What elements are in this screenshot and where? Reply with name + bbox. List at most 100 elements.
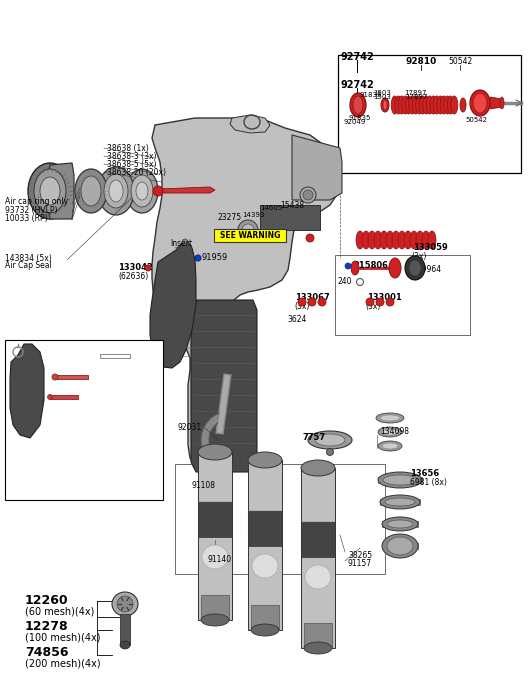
Text: (3x): (3x) [365, 302, 381, 310]
Circle shape [153, 186, 163, 196]
Ellipse shape [362, 231, 370, 249]
Text: 91140: 91140 [208, 555, 232, 564]
Text: 3624: 3624 [287, 315, 307, 324]
Text: 50542: 50542 [465, 117, 487, 123]
Ellipse shape [351, 261, 359, 275]
Ellipse shape [416, 231, 424, 249]
Text: (3x): (3x) [294, 302, 310, 310]
Ellipse shape [422, 231, 430, 249]
Polygon shape [230, 115, 270, 133]
Ellipse shape [460, 98, 466, 112]
Ellipse shape [395, 96, 402, 114]
Text: 91959: 91959 [202, 253, 228, 262]
Ellipse shape [378, 427, 402, 437]
Ellipse shape [433, 96, 440, 114]
Ellipse shape [398, 231, 406, 249]
Text: 7757: 7757 [303, 433, 326, 442]
Polygon shape [150, 242, 196, 368]
Text: (3x): (3x) [411, 251, 427, 261]
Text: 23275: 23275 [218, 213, 242, 222]
Text: (62636): (62636) [118, 271, 148, 281]
Text: 38638-3 (3x): 38638-3 (3x) [107, 152, 156, 161]
Bar [260, 205, 320, 230]
Circle shape [318, 298, 326, 306]
Text: 133001: 133001 [367, 293, 402, 302]
Text: 92068: 92068 [35, 455, 66, 464]
Text: (60 mesh)(4x): (60 mesh)(4x) [25, 607, 95, 617]
Circle shape [386, 298, 394, 306]
Polygon shape [301, 468, 335, 648]
Polygon shape [490, 97, 502, 109]
Circle shape [195, 255, 201, 261]
Bar [251, 605, 279, 630]
Ellipse shape [305, 565, 331, 589]
Ellipse shape [374, 231, 382, 249]
Text: 17897: 17897 [405, 94, 427, 100]
Ellipse shape [385, 498, 415, 506]
Text: 92049: 92049 [344, 119, 366, 125]
Ellipse shape [398, 96, 406, 114]
Text: 91835: 91835 [360, 92, 382, 98]
Circle shape [345, 263, 351, 269]
Ellipse shape [389, 258, 401, 278]
Text: 74856: 74856 [25, 646, 69, 658]
Ellipse shape [381, 98, 389, 112]
Polygon shape [10, 344, 44, 438]
Circle shape [306, 234, 314, 242]
Ellipse shape [426, 96, 433, 114]
Ellipse shape [473, 93, 487, 113]
Polygon shape [152, 118, 340, 472]
Ellipse shape [382, 534, 418, 558]
Circle shape [182, 239, 188, 245]
Ellipse shape [444, 96, 451, 114]
Text: 15438: 15438 [280, 201, 304, 210]
Ellipse shape [380, 231, 388, 249]
Circle shape [298, 298, 306, 306]
Circle shape [308, 298, 316, 306]
Ellipse shape [308, 431, 352, 449]
Ellipse shape [416, 96, 423, 114]
Bar [201, 595, 229, 620]
Ellipse shape [117, 596, 133, 612]
Ellipse shape [368, 231, 376, 249]
Bar [335, 255, 470, 335]
Text: 38265: 38265 [348, 551, 372, 560]
FancyBboxPatch shape [214, 229, 286, 242]
Ellipse shape [405, 256, 425, 280]
Text: 17897: 17897 [404, 90, 426, 96]
Ellipse shape [378, 441, 402, 451]
Ellipse shape [75, 169, 107, 213]
Text: 93732 (HVLP): 93732 (HVLP) [5, 206, 58, 215]
Ellipse shape [131, 175, 153, 207]
Ellipse shape [423, 96, 430, 114]
Polygon shape [382, 521, 418, 527]
Bar [5, 340, 163, 500]
Ellipse shape [406, 96, 412, 114]
Text: 91108: 91108 [191, 480, 215, 489]
Text: 92031: 92031 [178, 424, 202, 433]
Text: 3699: 3699 [65, 408, 84, 417]
Text: 38638-20 (20x): 38638-20 (20x) [107, 168, 166, 177]
Ellipse shape [409, 96, 416, 114]
Ellipse shape [248, 452, 282, 468]
Text: 143834 (5x): 143834 (5x) [5, 253, 52, 262]
Ellipse shape [412, 96, 419, 114]
Polygon shape [50, 395, 78, 399]
Ellipse shape [304, 642, 332, 654]
Ellipse shape [419, 96, 426, 114]
Bar [175, 464, 385, 574]
Polygon shape [191, 300, 257, 472]
Ellipse shape [382, 443, 398, 449]
Ellipse shape [500, 97, 504, 109]
Ellipse shape [303, 190, 313, 200]
Ellipse shape [202, 545, 228, 569]
Polygon shape [248, 460, 282, 630]
Text: 133028: 133028 [92, 368, 127, 377]
Ellipse shape [404, 231, 412, 249]
Bar [304, 623, 332, 648]
Text: 1503: 1503 [373, 90, 391, 96]
Ellipse shape [387, 537, 413, 555]
Ellipse shape [451, 96, 458, 114]
Ellipse shape [40, 177, 60, 205]
Text: 13656: 13656 [410, 469, 439, 478]
